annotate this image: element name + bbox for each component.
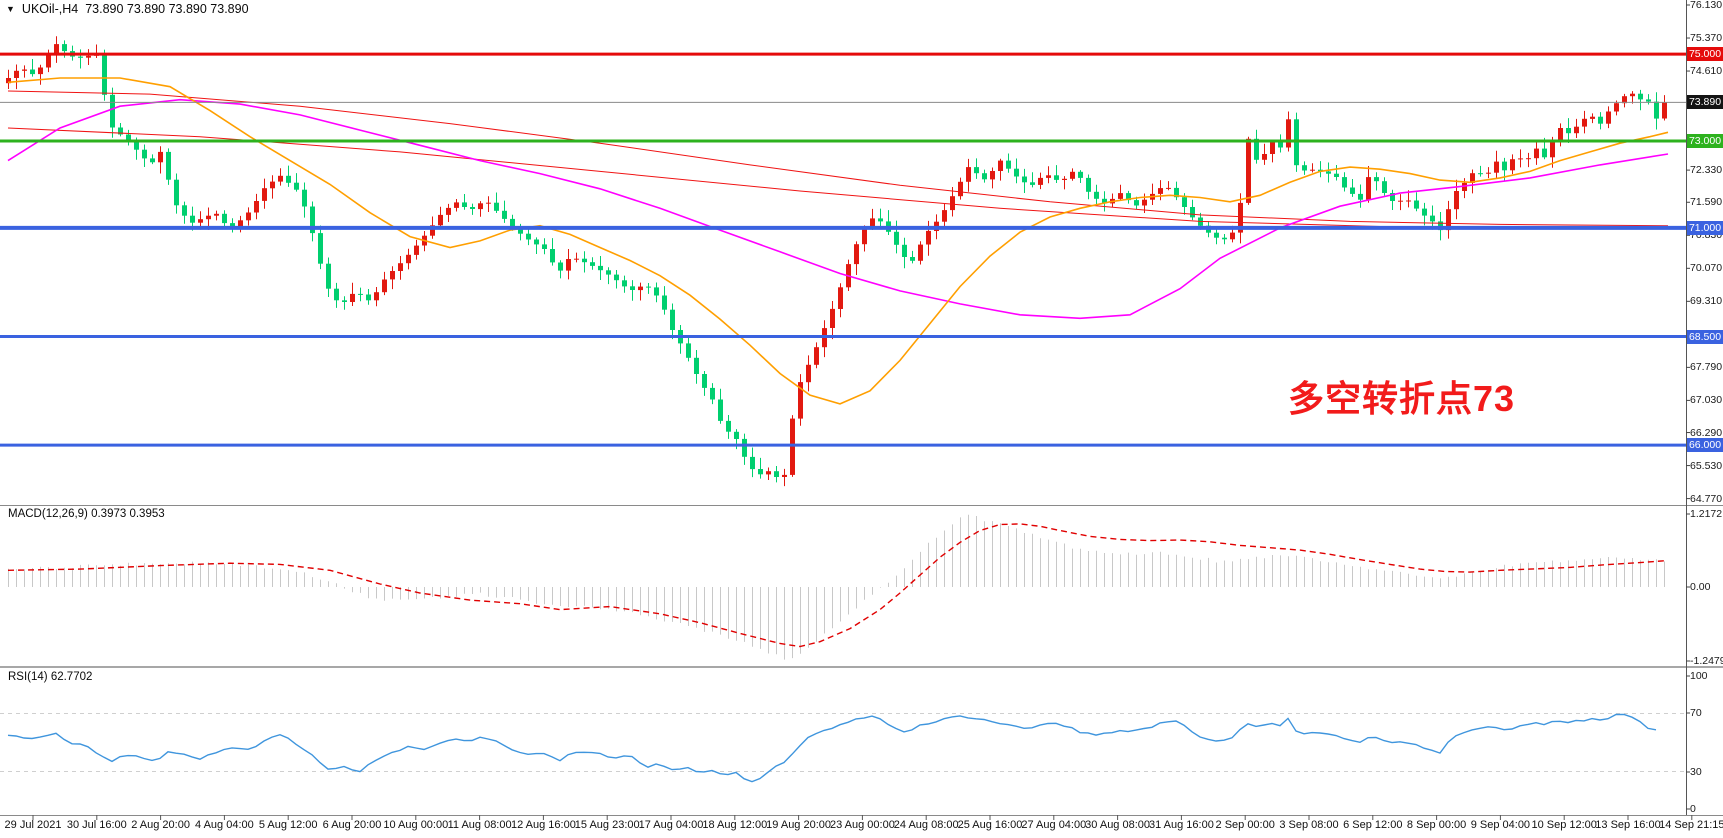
macd-indicator-label: MACD(12,26,9) 0.3973 0.3953: [8, 508, 165, 520]
rsi-axis-label-0: 0: [1690, 803, 1696, 815]
y-axis-label-75.370: 75.370: [1690, 32, 1723, 45]
time-axis-label: 17 Aug 04:00: [638, 819, 704, 831]
price-badge-66.000: 66.000: [1687, 438, 1723, 453]
time-axis-label: 11 Aug 08:00: [447, 819, 512, 831]
macd-axis-label-0.00: 0.00: [1690, 581, 1711, 593]
price-badge-68.500: 68.500: [1687, 329, 1723, 344]
price-badge-71.000: 71.000: [1687, 220, 1723, 235]
time-axis-label: 30 Jul 16:00: [66, 819, 127, 831]
time-axis-label: 27 Aug 04:00: [1021, 819, 1087, 831]
price-badge-73.000: 73.000: [1687, 133, 1723, 148]
macd-axis-label--1.2479: -1.2479: [1690, 655, 1723, 667]
time-axis-label: 13 Sep 16:00: [1595, 819, 1661, 831]
macd-histogram: [8, 514, 1665, 660]
time-axis-label: 23 Aug 00:00: [829, 819, 895, 831]
symbol-dropdown-icon[interactable]: ▼: [6, 4, 15, 14]
y-axis-label-67.030: 67.030: [1690, 394, 1723, 407]
rsi-indicator-label: RSI(14) 62.7702: [8, 671, 93, 683]
time-axis-label: 6 Aug 20:00: [322, 819, 382, 831]
time-axis-label: 30 Aug 08:00: [1085, 819, 1151, 831]
symbol-period-label: UKOil-,H4: [21, 2, 79, 16]
rsi-axis-label-100: 100: [1690, 670, 1708, 682]
time-axis-label: 2 Aug 20:00: [131, 819, 190, 831]
annotation-text: 多空转折点73: [1288, 378, 1516, 419]
time-axis-label: 6 Sep 12:00: [1343, 819, 1403, 831]
time-axis-label: 12 Aug 16:00: [510, 819, 576, 831]
time-axis-label: 9 Sep 04:00: [1470, 819, 1531, 831]
current-price-badge: 73.890: [1687, 95, 1723, 110]
y-axis-label-65.530: 65.530: [1690, 459, 1723, 472]
time-axis-label: 31 Aug 16:00: [1148, 819, 1214, 831]
time-axis-label: 2 Sep 00:00: [1215, 819, 1275, 831]
y-axis-label-71.590: 71.590: [1690, 196, 1723, 209]
time-axis-label: 29 Jul 2021: [4, 819, 62, 831]
y-axis-label-69.310: 69.310: [1690, 295, 1723, 308]
time-axis-label: 14 Sep 21:15: [1659, 819, 1723, 831]
time-axis-label: 15 Aug 23:00: [574, 819, 640, 831]
y-axis-label-64.770: 64.770: [1690, 492, 1723, 505]
time-axis-label: 4 Aug 04:00: [195, 819, 254, 831]
time-axis-label: 25 Aug 16:00: [957, 819, 1023, 831]
time-axis-label: 5 Aug 12:00: [258, 819, 318, 831]
time-axis-label: 8 Sep 00:00: [1406, 819, 1467, 831]
rsi-axis-label-30: 30: [1690, 766, 1702, 778]
price-badge-75.000: 75.000: [1687, 47, 1723, 62]
time-axis-label: 24 Aug 08:00: [893, 819, 959, 831]
rsi-axis-label-70: 70: [1690, 707, 1702, 719]
macd-axis-label-1.2172: 1.2172: [1690, 508, 1723, 520]
y-axis-label-76.130: 76.130: [1690, 0, 1723, 11]
chart-header: ▼ UKOil-,H4 73.890 73.890 73.890 73.890: [6, 2, 249, 16]
y-axis-label-74.610: 74.610: [1690, 65, 1723, 78]
y-axis-label-72.330: 72.330: [1690, 164, 1723, 177]
time-axis-label: 10 Aug 00:00: [383, 819, 449, 831]
time-axis-label: 10 Sep 12:00: [1531, 819, 1597, 831]
y-axis-label-67.790: 67.790: [1690, 361, 1723, 374]
rsi-line: [7, 713, 1657, 783]
time-axis-label: 3 Sep 08:00: [1279, 819, 1339, 831]
y-axis-label-66.290: 66.290: [1690, 426, 1723, 439]
ohlc-values: 73.890 73.890 73.890 73.890: [85, 2, 249, 16]
time-axis-label: 18 Aug 12:00: [702, 819, 768, 831]
y-axis-label-70.070: 70.070: [1690, 262, 1723, 275]
time-axis-label: 19 Aug 20:00: [766, 819, 832, 831]
